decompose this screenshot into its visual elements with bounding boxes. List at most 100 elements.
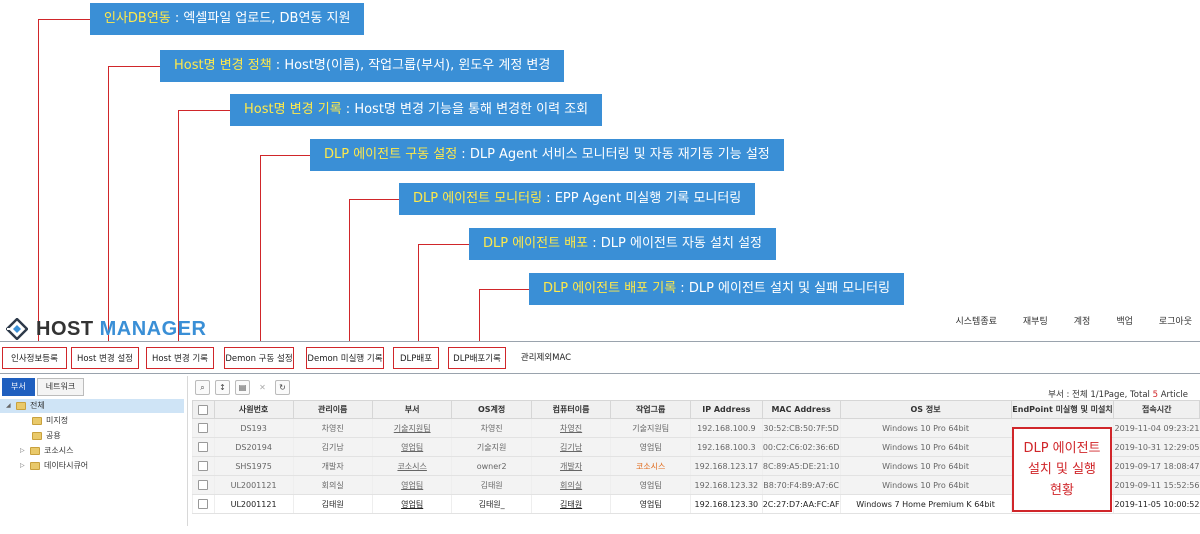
cell: 코소시스 [610, 456, 691, 476]
cell: 차영진 [292, 418, 373, 438]
row-checkbox[interactable] [198, 423, 209, 433]
menu-dlp-deploy-log[interactable]: DLP배포기록 [448, 347, 506, 369]
cell: 2019-09-17 18:08:47 [1113, 456, 1200, 476]
cell: Windows 10 Pro 64bit [839, 437, 1012, 457]
tab-department[interactable]: 부서 [2, 378, 35, 396]
tab-network[interactable]: 네트워크 [36, 378, 85, 396]
cell: SHS1975 [213, 456, 294, 476]
cell-link[interactable]: 영업팀 [371, 437, 452, 457]
callout-desc: : Host명 변경 기능을 통해 변경한 이력 조회 [341, 102, 589, 117]
col-computer-name[interactable]: 컴퓨터이름 [530, 400, 612, 419]
cell: 192.168.123.30 [689, 494, 763, 514]
tree-node[interactable]: ▷ 코소시스 [20, 444, 73, 458]
callout-hr-db: 인사DB연동 : 엑셀파일 업로드, DB연동 지원 [90, 3, 365, 35]
cell-link[interactable]: 기술지원팀 [371, 418, 452, 438]
col-os-account[interactable]: OS계정 [451, 400, 532, 419]
save-icon[interactable]: ▤ [235, 380, 250, 395]
row-checkbox[interactable] [198, 442, 209, 452]
col-workgroup[interactable]: 작업그룹 [610, 400, 691, 419]
cell: 회의실 [292, 475, 373, 495]
cell: 192.168.123.32 [689, 475, 763, 495]
menu-demon-run-settings[interactable]: Demon 구동 설정 [224, 347, 294, 369]
menu-demon-missed-log[interactable]: Demon 미실행 기록 [306, 347, 384, 369]
table-header: 사원번호 관리이름 부서 OS계정 컴퓨터이름 작업그룹 IP Address … [192, 400, 1200, 419]
menu-dlp-deploy[interactable]: DLP배포 [393, 347, 439, 369]
row-checkbox[interactable] [198, 480, 209, 490]
total-count: 5 [1152, 390, 1159, 400]
tree-node[interactable]: 공용 [32, 429, 61, 443]
cell-link[interactable]: 김기남 [530, 437, 611, 457]
top-nav: 시스템종료 재부팅 계정 백업 로그아웃 [930, 314, 1193, 327]
collapse-icon[interactable]: ◢ [6, 402, 11, 409]
col-os-info[interactable]: OS 정보 [839, 400, 1012, 419]
folder-icon [16, 402, 26, 410]
tree-label: 코소시스 [44, 446, 74, 455]
account-link[interactable]: 계정 [1073, 317, 1091, 327]
cell: 2019-10-31 12:29:05 [1113, 437, 1200, 457]
cell: 기술지원팀 [610, 418, 691, 438]
cell: DS20194 [213, 437, 294, 457]
callout-desc: : DLP 에이전트 자동 설치 설정 [588, 236, 762, 251]
reboot-link[interactable]: 재부팅 [1022, 317, 1048, 327]
dlp-status-line: 설치 및 실행 [1027, 462, 1097, 477]
dlp-status-annotation: DLP 에이전트 설치 및 실행 현황 [1012, 427, 1112, 512]
refresh-icon[interactable]: ↻ [275, 380, 290, 395]
tree-node-root[interactable]: ◢ 전체 [6, 399, 45, 413]
expand-icon[interactable]: ▷ [20, 462, 25, 469]
search-icon[interactable]: ⌕ [195, 380, 210, 395]
col-access-time[interactable]: 접속시간 [1113, 400, 1200, 419]
cell: 2019-11-05 10:00:52 [1113, 494, 1200, 514]
col-endpoint-status[interactable]: EndPoint 미실행 및 미설치 [1010, 400, 1115, 419]
expand-icon[interactable]: ▷ [20, 447, 25, 454]
cell-link[interactable]: 영업팀 [371, 475, 452, 495]
callout-title: Host명 변경 정책 [174, 58, 272, 73]
row-checkbox[interactable] [198, 499, 209, 509]
cell: 영업팀 [610, 494, 691, 514]
folder-icon [32, 417, 42, 425]
select-all-cell[interactable] [192, 400, 215, 419]
cell-link[interactable]: 개발자 [530, 456, 611, 476]
sort-icon[interactable]: ↕ [215, 380, 230, 395]
cell-link[interactable]: 차영진 [530, 418, 611, 438]
tree-label: 공용 [46, 431, 61, 440]
cell: owner2 [451, 456, 532, 476]
shutdown-link[interactable]: 시스템종료 [955, 317, 997, 327]
main-menu: 인사정보등록 Host 변경 설정 Host 변경 기록 Demon 구동 설정… [0, 341, 1200, 374]
tree-node[interactable]: ▷ 데이타시큐어 [20, 459, 88, 473]
cell: 개발자 [292, 456, 373, 476]
select-all-checkbox[interactable] [198, 404, 209, 415]
menu-host-change-settings[interactable]: Host 변경 설정 [71, 347, 139, 369]
host-table: 사원번호 관리이름 부서 OS계정 컴퓨터이름 작업그룹 IP Address … [192, 400, 1200, 514]
cell: 192.168.100.9 [689, 418, 763, 438]
callout-desc: : EPP Agent 미실행 기록 모니터링 [542, 191, 742, 206]
col-department[interactable]: 부서 [371, 400, 453, 419]
callout-dlp-deploy-log: DLP 에이전트 배포 기록 : DLP 에이전트 설치 및 실패 모니터링 [529, 273, 905, 305]
callout-host-log: Host명 변경 기록 : Host명 변경 기능을 통해 변경한 이력 조회 [230, 94, 603, 126]
tree-label: 데이타시큐어 [44, 461, 89, 470]
cell-link[interactable]: 코소시스 [371, 456, 452, 476]
logout-link[interactable]: 로그아웃 [1158, 317, 1192, 327]
cell-link[interactable]: 김태원 [530, 494, 611, 514]
folder-icon [32, 432, 42, 440]
cell: 192.168.100.3 [689, 437, 763, 457]
tree-node[interactable]: 미지정 [32, 414, 68, 428]
menu-excluded-mac[interactable]: 관리제외MAC [520, 353, 572, 363]
backup-link[interactable]: 백업 [1116, 317, 1133, 327]
menu-hr-register[interactable]: 인사정보등록 [2, 347, 67, 369]
delete-icon[interactable]: ✕ [259, 383, 266, 392]
col-employee-id[interactable]: 사원번호 [213, 400, 294, 419]
col-ip-address[interactable]: IP Address [689, 400, 763, 419]
cell-link[interactable]: 회의실 [530, 475, 611, 495]
tree-label: 미지정 [46, 416, 69, 425]
cell: 김기남 [292, 437, 373, 457]
col-mac-address[interactable]: MAC Address [761, 400, 841, 419]
callout-desc: : 엑셀파일 업로드, DB연동 지원 [170, 11, 351, 26]
app-logo: HOST MANAGER [6, 318, 206, 340]
result-summary: 부서 : 전체 1/1Page, Total 5 Article [1048, 390, 1188, 400]
tree-root-row[interactable] [0, 399, 184, 413]
menu-host-change-log[interactable]: Host 변경 기록 [146, 347, 214, 369]
row-checkbox[interactable] [198, 461, 209, 471]
cell: B8:70:F4:B9:A7:6C [761, 475, 841, 495]
col-manage-name[interactable]: 관리이름 [292, 400, 373, 419]
cell-link[interactable]: 영업팀 [371, 494, 452, 514]
